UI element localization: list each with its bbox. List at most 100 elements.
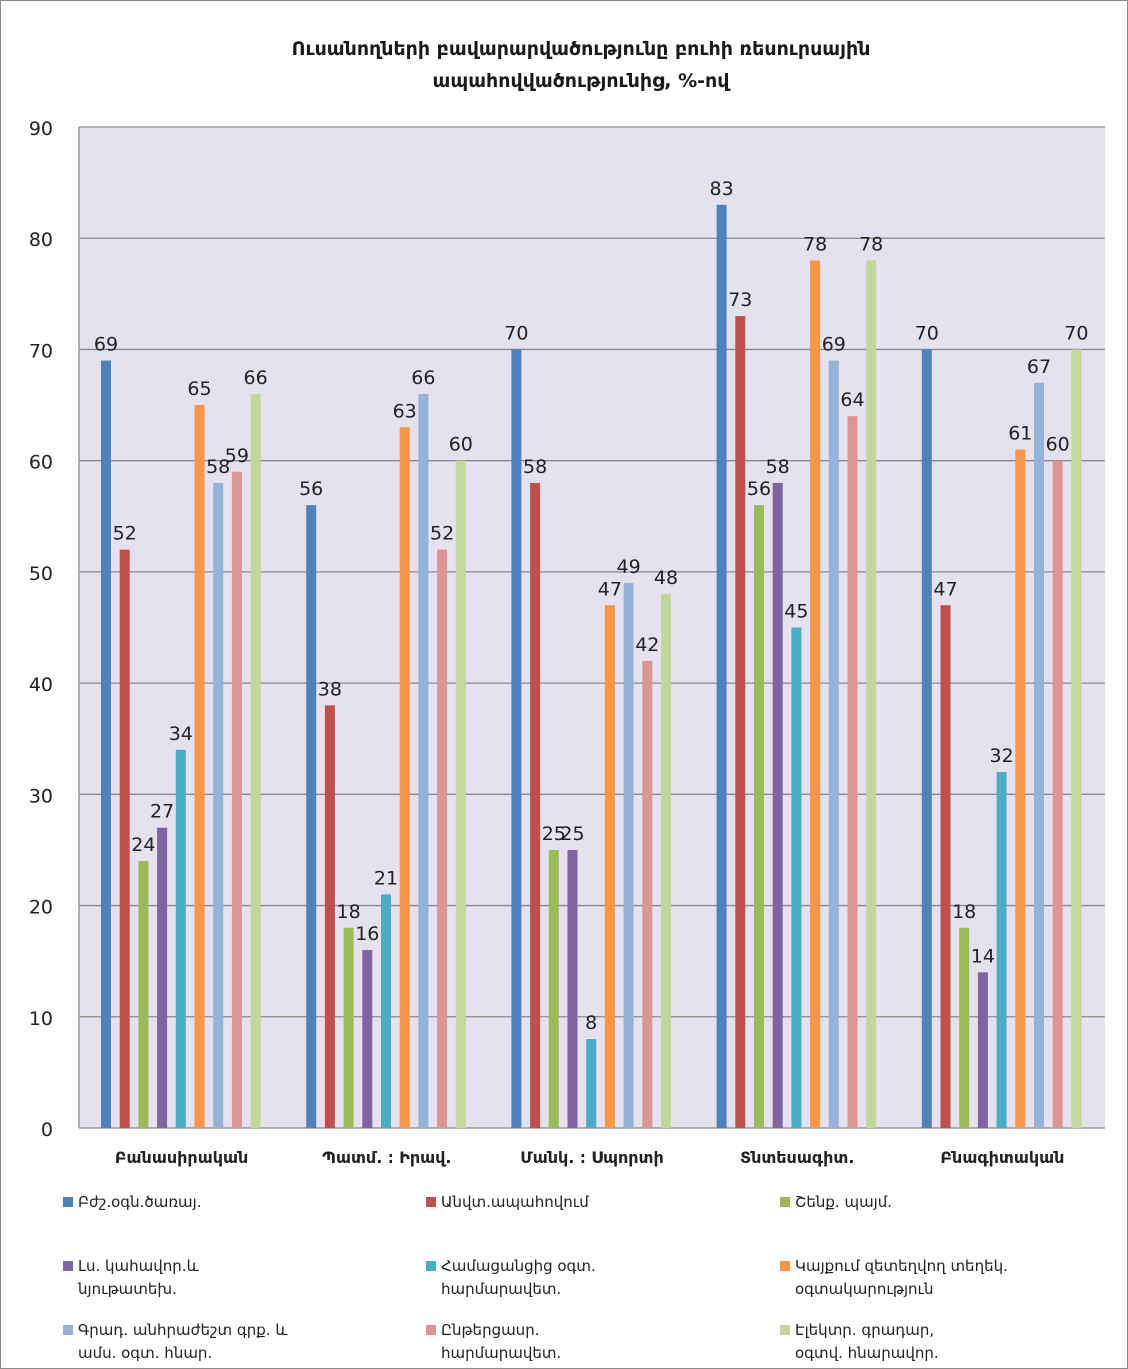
legend-label: Ընթերցասր. հարմարավետ.	[441, 1321, 562, 1362]
bar	[567, 849, 578, 1128]
data-label: 38	[318, 678, 342, 700]
bar	[996, 772, 1007, 1128]
data-label: 66	[244, 367, 268, 389]
data-label: 60	[449, 434, 473, 456]
bar	[548, 849, 559, 1128]
legend-label: Շենք. պայմ.	[795, 1193, 893, 1211]
legend-label: Անվտ.ապահովում	[441, 1193, 589, 1211]
bar	[381, 894, 391, 1128]
bar	[940, 605, 951, 1128]
bar	[119, 549, 130, 1128]
data-label: 52	[113, 523, 137, 545]
data-label: 58	[206, 456, 230, 478]
data-label: 49	[617, 556, 641, 578]
y-tick-label: 90	[29, 118, 53, 140]
data-label: 21	[374, 867, 398, 889]
data-label: 61	[1008, 423, 1032, 445]
data-label: 56	[299, 478, 323, 500]
legend-label: Կայքում զետեղվող տեղեկ. օգտակարություն	[795, 1257, 1008, 1298]
data-label: 60	[1046, 434, 1070, 456]
legend-swatch	[780, 1325, 790, 1335]
plot-area	[79, 127, 1105, 1128]
legend-label: Լս. կահավոր.և նյութատեխ.	[78, 1257, 199, 1298]
data-label: 34	[169, 723, 193, 745]
data-label: 25	[560, 823, 584, 845]
bar	[959, 927, 970, 1128]
data-label: 56	[747, 478, 771, 500]
bar	[1034, 382, 1044, 1128]
data-label: 69	[822, 334, 846, 356]
legend-label: Էլեկտր. գրադար, օգտվ. հնարավոր.	[795, 1321, 939, 1362]
data-label: 52	[430, 523, 454, 545]
y-tick-label: 0	[41, 1119, 53, 1141]
bar	[810, 260, 821, 1128]
bar	[437, 549, 448, 1128]
x-tick-label: Պատմ. ։ Իրավ.	[322, 1148, 451, 1167]
data-label: 18	[337, 901, 361, 923]
bar	[1015, 449, 1026, 1128]
bar	[418, 393, 429, 1128]
bar	[343, 927, 354, 1128]
y-tick-label: 70	[29, 340, 53, 362]
data-label: 14	[971, 945, 995, 967]
bar	[642, 660, 653, 1128]
data-label: 58	[766, 456, 790, 478]
bar	[604, 605, 615, 1128]
x-tick-label: Տնտեսագիտ.	[740, 1148, 854, 1167]
data-label: 47	[933, 578, 957, 600]
data-label: 32	[990, 745, 1014, 767]
bar	[828, 360, 839, 1129]
bar	[306, 505, 317, 1129]
data-label: 83	[710, 178, 734, 200]
bar	[231, 471, 242, 1128]
data-label: 8	[585, 1012, 597, 1034]
data-label: 66	[411, 367, 435, 389]
bar	[399, 427, 410, 1128]
legend-label: Բժշ.օգն.ծառայ.	[78, 1193, 202, 1211]
chart-title: Ուսանողների բավարարվածությունը բուհի ռես…	[291, 38, 871, 92]
data-label: 16	[355, 923, 379, 945]
data-label: 65	[187, 378, 211, 400]
legend-swatch	[426, 1197, 436, 1207]
legend-swatch	[63, 1197, 73, 1207]
legend-swatch	[780, 1261, 790, 1271]
bar	[101, 360, 111, 1129]
data-label: 78	[859, 233, 883, 255]
y-tick-label: 20	[29, 897, 53, 919]
bar	[1052, 460, 1063, 1129]
y-tick-label: 60	[29, 452, 53, 474]
bar	[772, 482, 783, 1128]
data-label: 70	[1064, 322, 1088, 344]
data-label: 25	[542, 823, 566, 845]
legend-swatch	[780, 1197, 790, 1207]
data-label: 42	[635, 634, 659, 656]
x-tick-label: Բնագիտական	[940, 1148, 1064, 1167]
bar	[213, 482, 224, 1128]
bar	[586, 1039, 597, 1128]
bar	[324, 705, 335, 1128]
data-label: 48	[654, 567, 678, 589]
legend-label: Համացանցից օգտ. հարմարավետ.	[441, 1257, 596, 1298]
legend-swatch	[426, 1325, 436, 1335]
data-label: 70	[504, 322, 528, 344]
data-label: 24	[131, 834, 155, 856]
y-tick-label: 50	[29, 563, 53, 585]
bar	[175, 749, 186, 1128]
bar	[735, 316, 746, 1129]
data-label: 45	[784, 601, 808, 623]
y-tick-label: 80	[29, 229, 53, 251]
bar	[921, 349, 932, 1128]
legend-swatch	[63, 1261, 73, 1271]
data-label: 78	[803, 233, 827, 255]
y-tick-label: 10	[29, 1008, 53, 1030]
bar	[530, 482, 541, 1128]
bar	[977, 972, 988, 1128]
x-tick-label: Բանասիրական	[115, 1148, 248, 1167]
legend-label: Գրադ. անհրաժեշտ գրք. և ամս. օգտ. հնար.	[78, 1321, 288, 1362]
bar	[194, 405, 205, 1128]
x-tick-label: Մանկ. ։ Սպորտի	[520, 1148, 664, 1167]
bar	[138, 861, 149, 1128]
bar	[1071, 349, 1082, 1128]
bar	[754, 505, 764, 1129]
